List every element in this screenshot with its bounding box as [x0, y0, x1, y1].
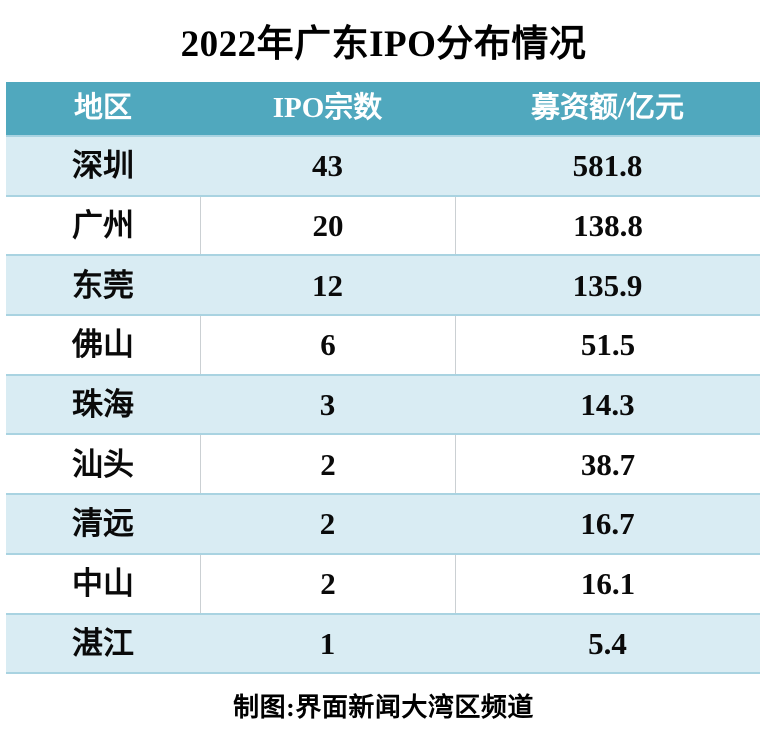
- region-cell: 湛江: [72, 625, 134, 661]
- amount-cell: 16.7: [580, 506, 635, 542]
- region-cell: 汕头: [72, 446, 134, 482]
- ipo-count-cell: 2: [200, 435, 455, 494]
- title-area: 2022年广东IPO分布情况: [0, 0, 767, 80]
- table-row-shenzhen: 深圳 43 581.8: [6, 137, 760, 197]
- ipo-table: 地区 IPO宗数 募资额/亿元 深圳 43 581.8 广州 20 138.8 …: [6, 82, 760, 675]
- table-row-zhanjiang: 湛江 1 5.4: [6, 614, 760, 675]
- table-row-foshan: 佛山 6 51.5: [6, 316, 760, 376]
- ipo-count-cell: 2: [319, 506, 336, 542]
- amount-cell: 135.9: [572, 267, 643, 303]
- ipo-count-cell: 2: [200, 554, 455, 613]
- region-cell: 清远: [72, 506, 134, 542]
- ipo-count-cell: 6: [200, 316, 455, 374]
- table-row-guangzhou: 广州 20 138.8: [6, 196, 760, 257]
- amount-cell: 16.1: [455, 554, 760, 613]
- column-header-ipo-count: IPO宗数: [272, 92, 383, 124]
- table-header-row: 地区 IPO宗数 募资额/亿元: [6, 82, 760, 137]
- credit-text: 制图:界面新闻大湾区频道: [233, 692, 534, 722]
- amount-cell: 138.8: [455, 196, 760, 255]
- table-row-shantou: 汕头 2 38.7: [6, 435, 760, 496]
- region-cell: 东莞: [72, 267, 134, 303]
- amount-cell: 51.5: [455, 316, 760, 374]
- column-header-amount: 募资额/亿元: [530, 92, 685, 124]
- ipo-count-cell: 12: [312, 267, 343, 303]
- amount-cell: 581.8: [572, 148, 643, 184]
- chart-title: 2022年广东IPO分布情况: [180, 24, 587, 65]
- table-row-qingyuan: 清远 2 16.7: [6, 495, 760, 555]
- region-cell: 佛山: [72, 327, 134, 363]
- region-cell: 深圳: [72, 148, 134, 184]
- amount-cell: 5.4: [588, 625, 627, 661]
- table-row-zhongshan: 中山 2 16.1: [6, 554, 760, 615]
- amount-cell: 14.3: [580, 387, 635, 423]
- amount-cell: 38.7: [455, 435, 760, 494]
- footer-area: 制图:界面新闻大湾区频道: [0, 674, 767, 736]
- region-cell: 广州: [72, 208, 134, 244]
- column-header-region: 地区: [73, 92, 132, 124]
- ipo-count-cell: 43: [312, 148, 343, 184]
- table-row-zhuhai: 珠海 3 14.3: [6, 375, 760, 436]
- table-row-dongguan: 东莞 12 135.9: [6, 256, 760, 317]
- ipo-count-cell: 20: [200, 196, 455, 255]
- region-cell: 珠海: [72, 387, 134, 423]
- ipo-count-cell: 1: [319, 625, 336, 661]
- region-cell: 中山: [72, 566, 134, 602]
- ipo-count-cell: 3: [319, 387, 336, 423]
